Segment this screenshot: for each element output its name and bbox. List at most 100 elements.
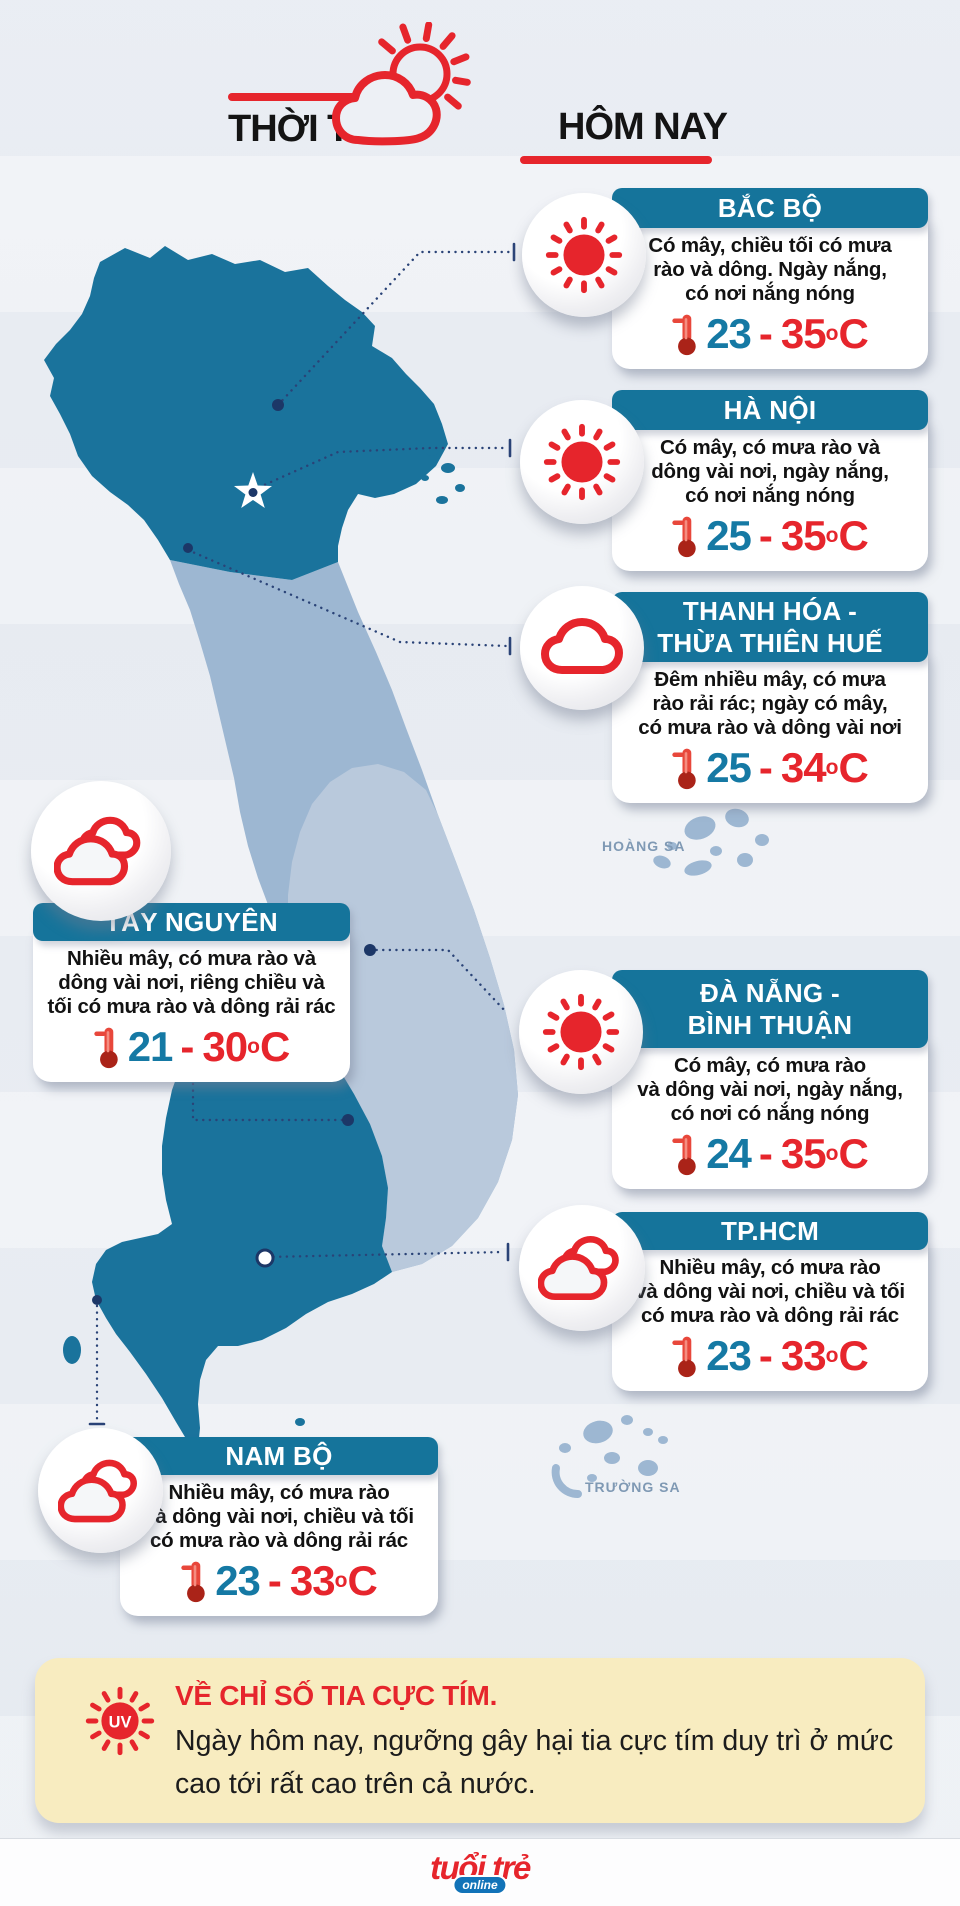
forecast-text: Nhiều mây, có mưa rào và dông vài nơi, c… bbox=[144, 1481, 414, 1552]
temp-separator: - bbox=[267, 1557, 282, 1605]
forecast-text: Nhiều mây, có mưa rào và dông vài nơi, r… bbox=[47, 947, 336, 1018]
city-markers bbox=[92, 399, 376, 1305]
connectors bbox=[95, 250, 512, 1422]
hoang-sa-label: HOÀNG SA bbox=[602, 838, 685, 854]
temp-low: 23 bbox=[215, 1557, 261, 1605]
temp-separator: - bbox=[758, 744, 773, 792]
svg-text:UV: UV bbox=[109, 1714, 132, 1732]
temp-low: 23 bbox=[706, 1332, 752, 1380]
connector-thanh-hoa bbox=[186, 548, 508, 648]
connector-da-nang bbox=[368, 948, 508, 1014]
temp-low: 24 bbox=[706, 1130, 752, 1178]
temp-unit: C bbox=[259, 1023, 291, 1071]
temp-high: 35 bbox=[780, 1130, 827, 1178]
thermometer-icon bbox=[94, 1027, 118, 1069]
temp-low: 23 bbox=[706, 310, 752, 358]
map-region-south-central bbox=[288, 764, 518, 1272]
icon-circle-nam-bo bbox=[38, 1428, 163, 1553]
thermometer-icon bbox=[181, 1561, 205, 1603]
icon-circle-thanh-hoa bbox=[520, 586, 644, 710]
temp-separator: - bbox=[758, 1130, 773, 1178]
temperature-range: 21 - 30 o C bbox=[37, 1022, 346, 1072]
tuoi-tre-logo: tuổi trẻ online bbox=[430, 1849, 531, 1895]
temp-low: 25 bbox=[706, 512, 752, 560]
weather-card-nam-bo: NAM BỘ Nhiều mây, có mưa rào và dông vài… bbox=[120, 1437, 438, 1617]
logo-online-badge: online bbox=[452, 1875, 508, 1895]
footer: tuổi trẻ online bbox=[0, 1838, 960, 1906]
temperature-range: 24 - 35 o C bbox=[616, 1129, 924, 1179]
forecast-text: Có mây, có mưa rào và dông vài nơi, ngày… bbox=[637, 1054, 903, 1125]
weather-card-tay-nguyen: TÂY NGUYÊN Nhiều mây, có mưa rào và dông… bbox=[33, 903, 350, 1083]
truong-sa-label: TRƯỜNG SA bbox=[585, 1478, 681, 1495]
temp-unit: C bbox=[838, 1332, 869, 1380]
uv-icon: UV bbox=[85, 1686, 155, 1761]
temp-separator: - bbox=[180, 1023, 195, 1071]
weather-card-ha-noi: HÀ NỘI Có mây, có mưa rào và dông vài nơ… bbox=[612, 390, 928, 572]
temp-separator: - bbox=[758, 512, 773, 560]
bac-bo-dot bbox=[272, 399, 284, 411]
phu-quoc-island bbox=[63, 1336, 305, 1426]
truong-sa-islands bbox=[551, 1415, 668, 1499]
cloud-icon bbox=[541, 618, 623, 674]
tay-nguyen-dot bbox=[342, 1114, 354, 1126]
thermometer-icon bbox=[672, 516, 696, 558]
forecast-text: Có mây, chiều tối có mưa rào và dông. Ng… bbox=[648, 234, 892, 305]
temp-low: 21 bbox=[127, 1023, 174, 1071]
clouds-icon bbox=[57, 1459, 137, 1522]
weather-card-thanh-hoa-hue: THANH HÓA - THỪA THIÊN HUẾ Đêm nhiều mây… bbox=[612, 592, 928, 804]
icon-circle-bac-bo bbox=[522, 193, 646, 317]
region-title: ĐÀ NẴNG - BÌNH THUẬN bbox=[612, 970, 928, 1048]
temp-high: 30 bbox=[202, 1023, 248, 1071]
temp-separator: - bbox=[758, 310, 773, 358]
temp-separator: - bbox=[758, 1332, 773, 1380]
nam-bo-dot bbox=[92, 1295, 102, 1305]
thermometer-icon bbox=[672, 1336, 696, 1378]
thermometer-icon bbox=[672, 1134, 696, 1176]
icon-circle-tphcm bbox=[519, 1205, 645, 1331]
temperature-range: 23 - 35 o C bbox=[616, 309, 924, 359]
forecast-text: Có mây, có mưa rào và dông vài nơi, ngày… bbox=[651, 436, 889, 507]
hoang-sa-islands bbox=[653, 808, 769, 876]
region-title: NAM BỘ bbox=[120, 1437, 438, 1475]
icon-circle-tay-nguyen bbox=[31, 781, 171, 921]
temp-high: 33 bbox=[780, 1332, 827, 1380]
temperature-range: 25 - 34 o C bbox=[616, 743, 924, 793]
map-region-north bbox=[44, 246, 448, 580]
temp-high: 33 bbox=[289, 1557, 336, 1605]
header-line-left bbox=[228, 93, 395, 101]
temp-high: 35 bbox=[780, 512, 827, 560]
header-line-right bbox=[520, 156, 712, 164]
temp-high: 34 bbox=[780, 744, 827, 792]
clouds-icon bbox=[54, 816, 141, 886]
temp-unit: C bbox=[838, 310, 869, 358]
forecast-text: Nhiều mây, có mưa rào và dông vài nơi, c… bbox=[635, 1256, 905, 1327]
temperature-range: 23 - 33 o C bbox=[124, 1556, 434, 1606]
ha-noi-star bbox=[234, 472, 272, 508]
connector-ha-noi bbox=[251, 446, 508, 492]
sun-icon bbox=[545, 216, 623, 294]
weather-card-da-nang-binh-thuan: ĐÀ NẴNG - BÌNH THUẬN Có mây, có mưa rào … bbox=[612, 970, 928, 1190]
temperature-range: 23 - 33 o C bbox=[616, 1331, 924, 1381]
clouds-icon bbox=[538, 1235, 619, 1301]
forecast-text: Đêm nhiều mây, có mưa rào rải rác; ngày … bbox=[638, 668, 902, 739]
uv-index-panel: UV VỀ CHỈ SỐ TIA CỰC TÍM. Ngày hôm nay, … bbox=[35, 1658, 925, 1823]
page-title-right: HÔM NAY bbox=[558, 106, 728, 148]
thermometer-icon bbox=[672, 748, 696, 790]
temperature-range: 25 - 35 o C bbox=[616, 511, 924, 561]
connector-tphcm bbox=[265, 1250, 506, 1259]
connector-tay-nguyen bbox=[191, 1082, 346, 1122]
halong-islands bbox=[421, 448, 465, 504]
icon-circle-da-nang bbox=[519, 970, 643, 1094]
temp-unit: C bbox=[838, 1130, 869, 1178]
cloud-sun-icon bbox=[328, 21, 473, 167]
uv-title: VỀ CHỈ SỐ TIA CỰC TÍM. bbox=[175, 1680, 498, 1711]
temp-unit: C bbox=[838, 512, 869, 560]
thanh-hoa-dot bbox=[183, 543, 193, 553]
sun-icon bbox=[543, 423, 621, 501]
weather-card-bac-bo: BẮC BỘ Có mây, chiều tối có mưa rào và d… bbox=[612, 188, 928, 370]
tphcm-dot bbox=[255, 1248, 275, 1268]
temp-high: 35 bbox=[780, 310, 827, 358]
da-nang-dot bbox=[364, 944, 376, 956]
uv-text: Ngày hôm nay, ngưỡng gây hại tia cực tím… bbox=[175, 1725, 894, 1800]
